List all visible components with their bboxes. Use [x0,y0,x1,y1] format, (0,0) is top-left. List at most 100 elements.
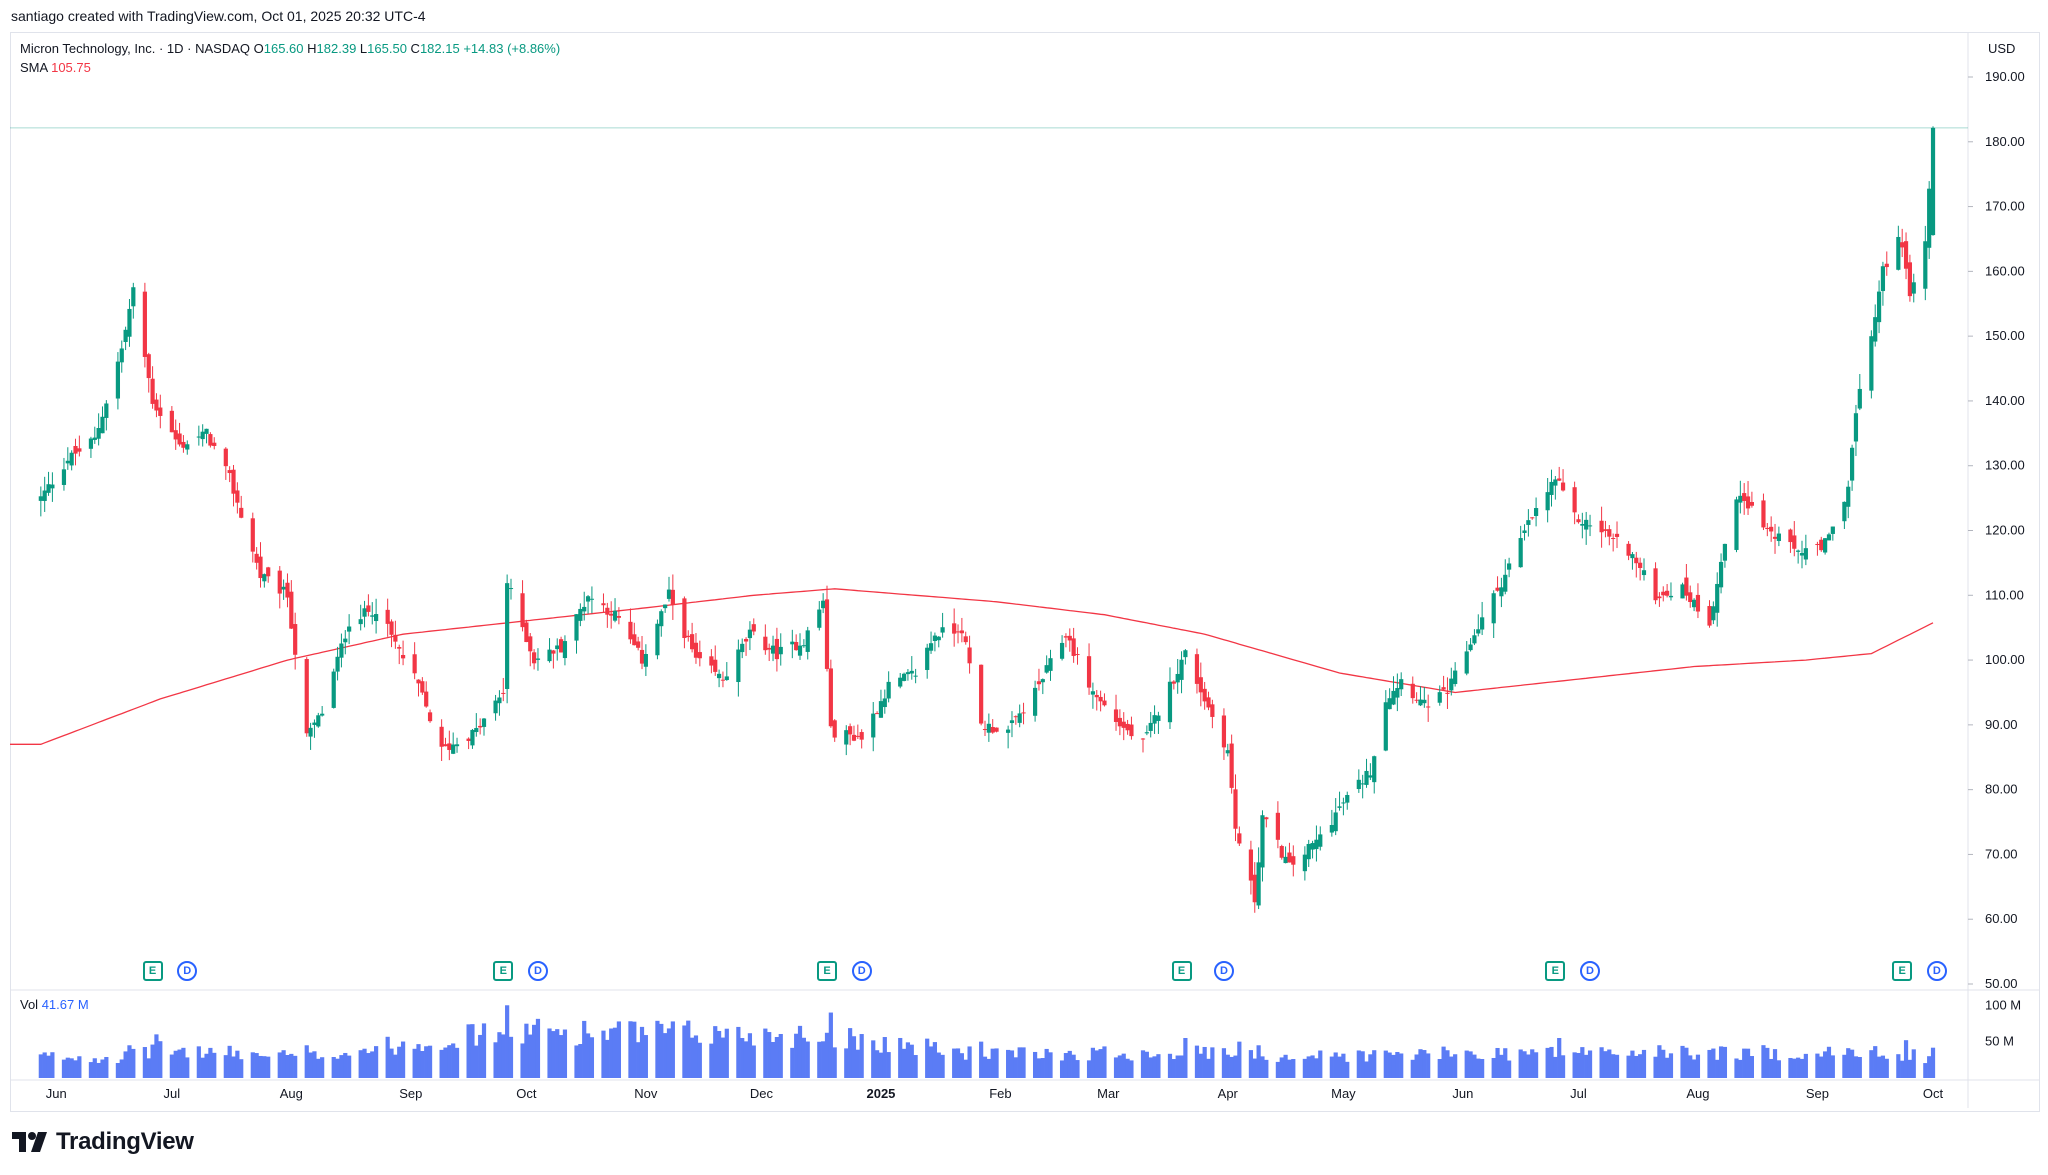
candle [1017,704,1022,728]
grid [10,32,2040,1108]
candle [358,604,363,631]
candle [547,638,552,663]
candle [38,486,43,517]
candle [574,614,579,654]
candle [1900,228,1905,258]
candle [855,724,860,740]
chart-frame[interactable] [10,32,2040,1112]
candle-body [1630,554,1635,559]
earnings-marker[interactable]: E [142,961,163,981]
candle-body [1695,594,1701,612]
volume-bar [389,1048,394,1078]
price-tick-label: 170.00 [1985,199,2025,214]
candle-body [454,744,460,747]
candle-body [1572,487,1577,513]
candle-body [497,697,502,704]
candle [805,626,810,660]
candle-body [555,645,560,650]
volume-bar [505,1005,510,1078]
candle-body [1823,538,1828,553]
volume-bar [173,1050,178,1078]
earnings-marker[interactable]: E [1545,961,1566,981]
price-tick-label: 110.00 [1985,587,2024,602]
candle-body [1734,499,1739,550]
candle [1526,509,1531,537]
volume-bar [848,1028,853,1078]
candle-body [801,645,806,647]
candle [643,644,648,677]
volume-bar [447,1045,452,1078]
volume-bar [1734,1058,1739,1078]
dividend-marker[interactable]: D [177,961,198,981]
candle [751,618,756,636]
candle-body [1260,815,1265,868]
candle [505,574,510,704]
price-tick-label: 60.00 [1985,911,2018,926]
candle-body [1063,636,1069,638]
candle-body [747,629,753,639]
earnings-marker[interactable]: E [816,961,837,981]
earnings-marker[interactable]: E [1892,961,1913,981]
candle [1611,533,1616,552]
candle-body [1021,712,1026,714]
volume-bar [1611,1054,1616,1078]
volume-bar [1653,1056,1658,1078]
volume-bar [716,1030,722,1078]
candle [1445,677,1450,709]
candle [1607,525,1612,546]
volume-bar [740,1037,745,1078]
candle-body [308,727,313,737]
candle [1387,688,1392,710]
dividend-marker[interactable]: D [1213,961,1234,981]
price-tick-label: 160.00 [1985,263,2025,278]
volume-bar [1522,1051,1527,1078]
dividend-marker[interactable]: D [1926,961,1947,981]
candle-body [231,469,236,494]
volume-bar [443,1047,448,1078]
dividend-marker[interactable]: D [527,961,548,981]
candle-body [1557,478,1562,481]
earnings-marker[interactable]: E [493,961,514,981]
candle-body [670,589,675,605]
time-tick-label: Jul [1570,1086,1587,1101]
volume-bar [181,1047,186,1078]
volume-bar [724,1028,729,1078]
volume-bar [277,1052,282,1078]
dividend-marker[interactable]: D [851,961,872,981]
candle-body [212,442,217,446]
volume-bar [1206,1058,1211,1078]
candle-body [374,614,379,622]
candle-body [1071,638,1076,656]
volume-axis: 100 M 50 M [1985,997,2021,1048]
volume-bar [416,1044,421,1078]
candle [1372,755,1377,794]
volume-bar [1017,1047,1022,1078]
candle-body [1549,481,1554,495]
candle-body [131,287,136,307]
candle-body [61,469,67,485]
candle [709,649,714,674]
candle [878,689,884,718]
time-tick-label: May [1331,1086,1356,1101]
candle-body [551,650,556,654]
candle-body [1009,720,1015,724]
candle-body [655,623,660,656]
candle [46,471,51,496]
candle [1229,734,1234,794]
volume-bar [1453,1054,1458,1078]
candle [439,719,444,761]
candle [239,495,244,519]
candle-body [952,623,957,634]
candle-body [535,658,541,660]
volume-bar [1688,1055,1693,1078]
candle [250,512,255,563]
dividend-marker[interactable]: D [1580,961,1601,981]
volume-bar [1815,1053,1820,1078]
volume-bar [925,1038,930,1078]
volume-bar [982,1056,988,1078]
candle-body [1044,665,1049,673]
volume-bar [119,1059,124,1078]
currency-label[interactable]: USD [1988,41,2016,56]
earnings-marker[interactable]: E [1171,961,1192,981]
